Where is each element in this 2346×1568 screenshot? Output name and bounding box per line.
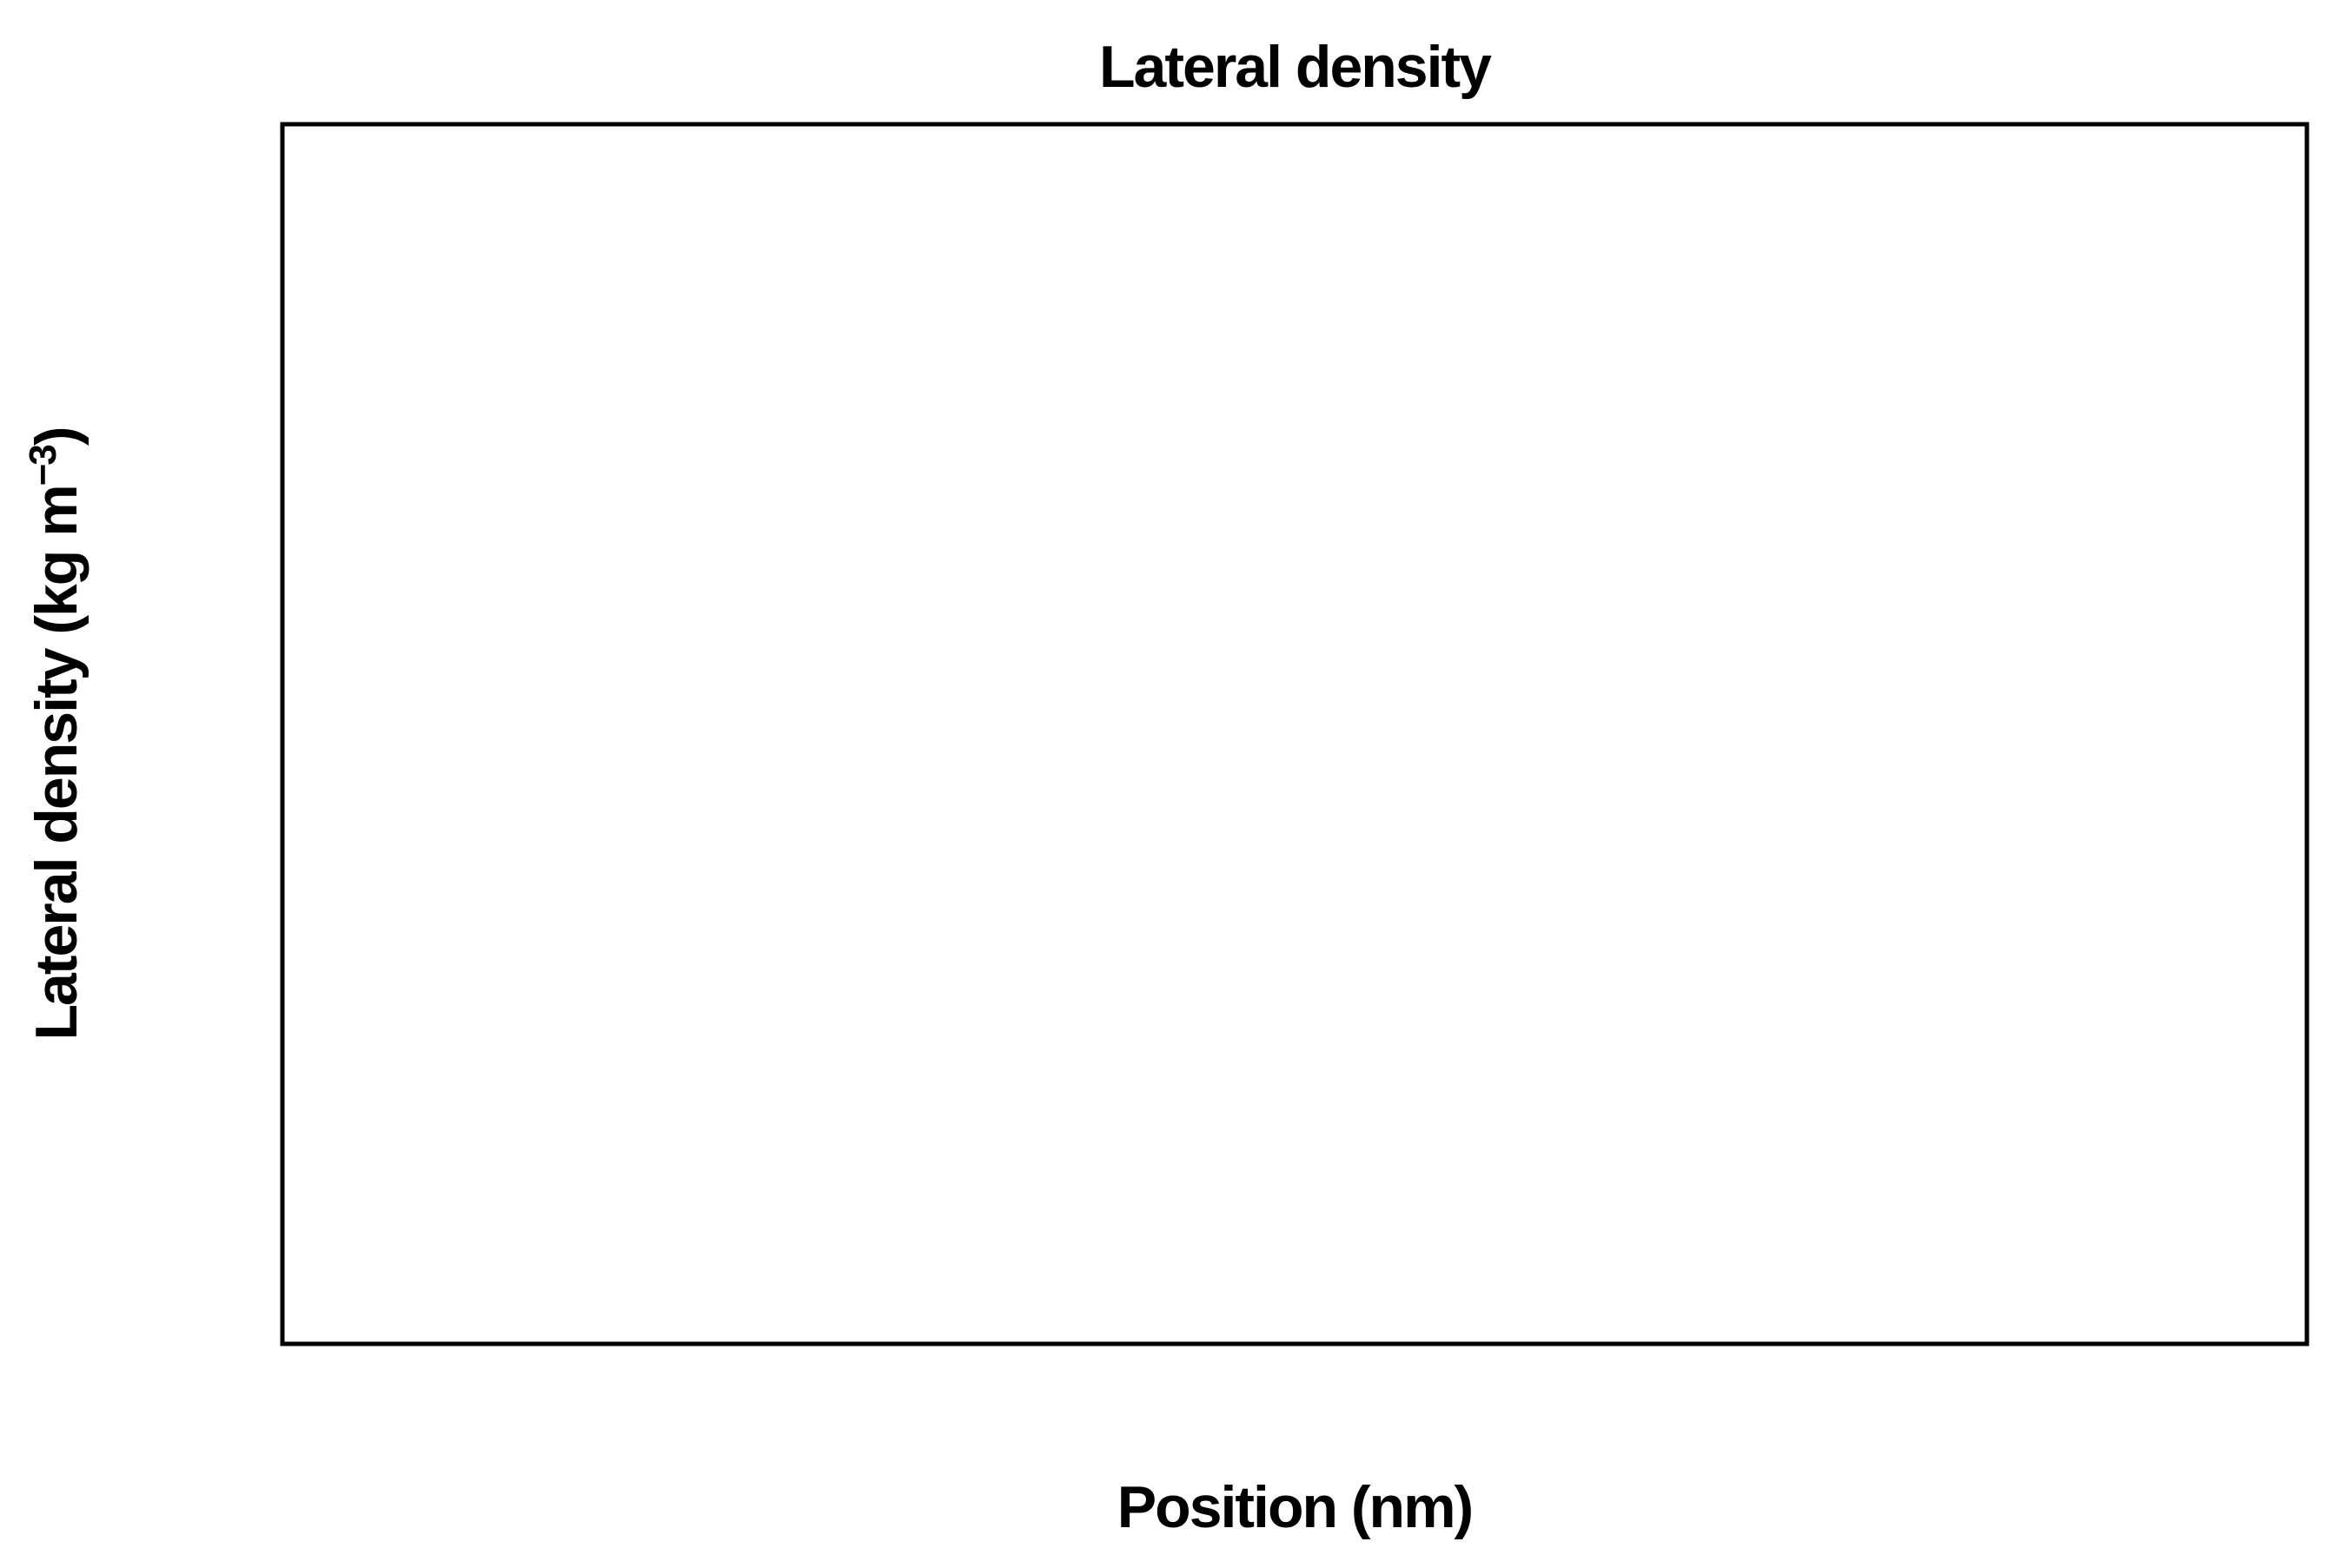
x-axis-label: Position (nm) <box>1117 1474 1472 1540</box>
y-axis-label-superscript: −3 <box>22 446 64 486</box>
y-axis-label: Lateral density (kg m−3) <box>22 427 89 1040</box>
y-axis-label-main: Lateral density (kg m <box>23 486 89 1040</box>
chart-title: Lateral density <box>1099 34 1492 100</box>
plot-frame <box>280 122 2310 1346</box>
plot-area <box>282 124 2307 1344</box>
y-axis-label-close: ) <box>23 427 89 446</box>
